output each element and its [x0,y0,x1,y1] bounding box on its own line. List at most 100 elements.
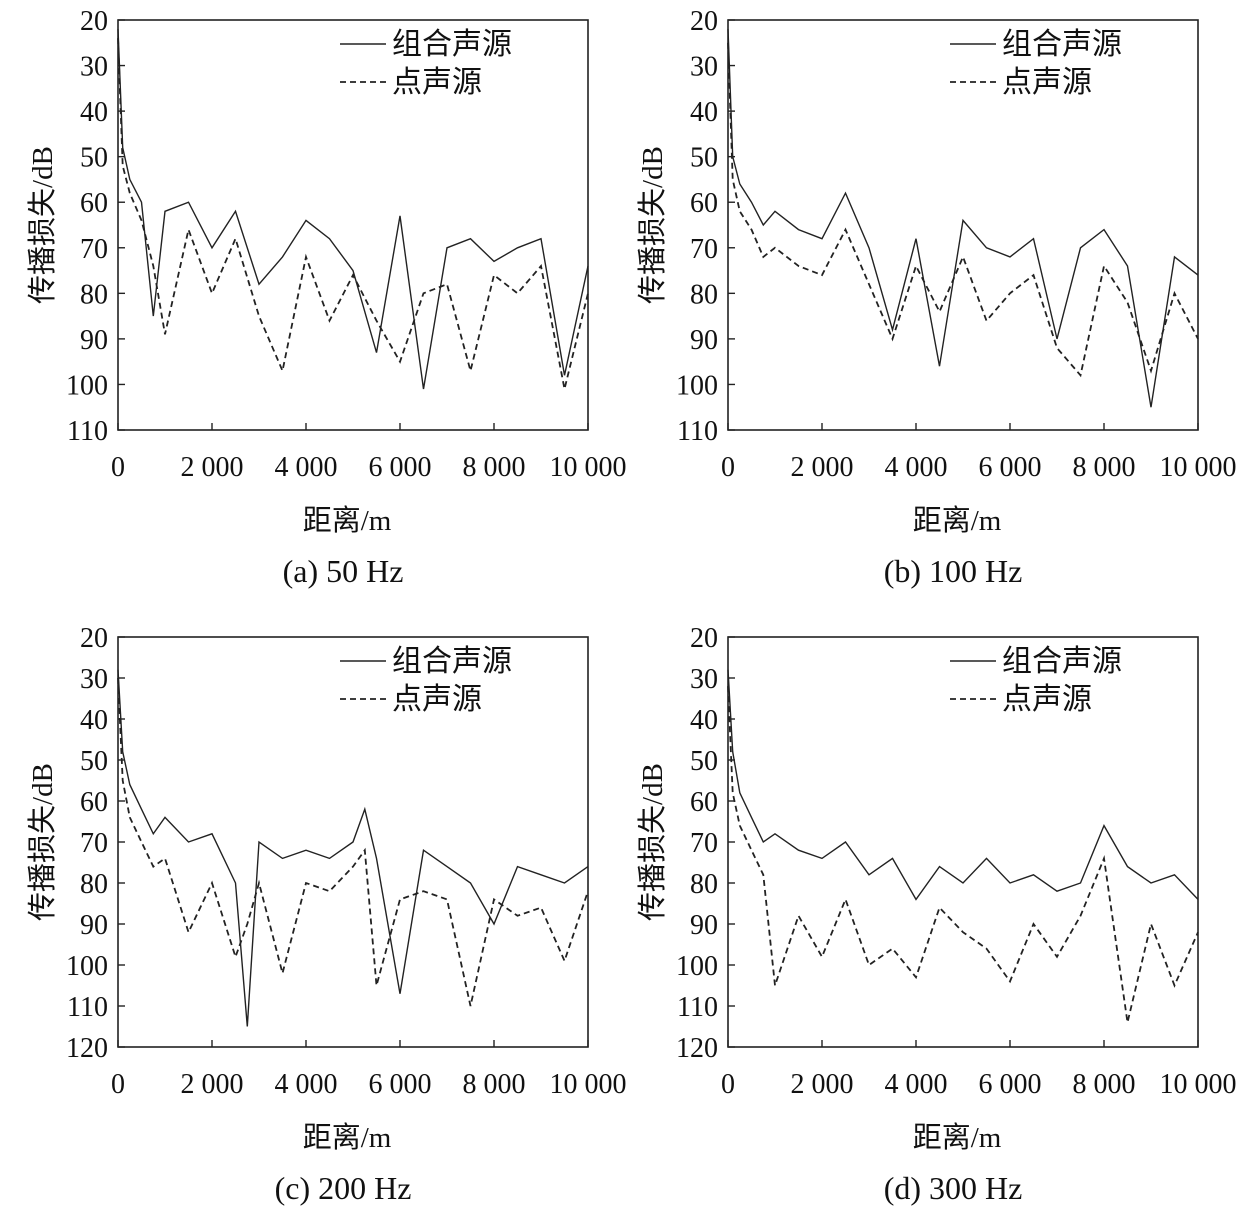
y-tick-label: 40 [80,705,108,736]
plot-frame [727,19,1199,431]
y-tick-label: 20 [80,6,108,37]
legend-label: 组合声源 [392,28,512,61]
y-tick-label: 100 [66,370,108,401]
series-line-point-source [727,686,1199,1023]
series-line-point-source [117,677,589,1007]
y-tick-label: 80 [690,869,718,900]
x-axis-title: 距离/m [303,504,392,537]
x-tick-label: 6 000 [979,452,1042,483]
x-tick-label: 0 [721,452,735,483]
y-tick-label: 40 [80,97,108,128]
y-tick-label: 70 [690,234,718,265]
chart-panel-50hz: 20 30 40 50 60 70 80 90 100 110 0 2 000 4 000 6 000 8 … [0,0,630,606]
series-line-combined-source [117,669,589,1027]
y-tick-label: 30 [690,52,718,83]
series-line-combined-source [727,29,1199,408]
chart-panel-200hz: 20 30 40 50 60 70 80 90 100 110 120 0 2 000 4 000 6 00… [0,617,630,1223]
y-tick-label: 80 [690,279,718,310]
y-tick-label: 90 [690,910,718,941]
series-line-point-source [117,38,589,390]
y-tick-label: 110 [67,992,108,1023]
x-axis-title: 距离/m [913,1121,1002,1154]
legend-label: 组合声源 [1002,645,1122,678]
x-tick-label: 4 000 [275,1069,338,1100]
y-tick-label: 70 [80,828,108,859]
y-tick-label: 50 [80,746,108,777]
y-tick-label: 20 [690,623,718,654]
y-tick-label: 50 [690,143,718,174]
y-tick-label: 110 [677,992,718,1023]
x-tick-label: 6 000 [369,1069,432,1100]
x-tick-label: 8 000 [463,452,526,483]
chart-panel-100hz: 20 30 40 50 60 70 80 90 100 110 0 2 000 4 000 6 000 8 … [610,0,1240,606]
y-tick-label: 40 [690,705,718,736]
y-axis-title: 传播损失/dB [636,146,669,304]
y-tick-label: 70 [690,828,718,859]
y-tick-label: 100 [676,370,718,401]
legend-label: 点声源 [392,683,482,716]
y-tick-label: 90 [80,325,108,356]
y-tick-label: 100 [676,951,718,982]
series-line-combined-source [727,669,1199,901]
x-axis-title: 距离/m [913,504,1002,537]
y-tick-label: 60 [690,787,718,818]
x-tick-label: 4 000 [885,1069,948,1100]
y-tick-label: 50 [690,746,718,777]
y-tick-label: 110 [677,416,718,447]
x-tick-label: 2 000 [181,1069,244,1100]
legend-label: 点声源 [1002,683,1092,716]
y-tick-label: 70 [80,234,108,265]
y-axis-title: 传播损失/dB [636,763,669,921]
panel-caption: (a) 50 Hz [283,553,404,589]
y-tick-label: 110 [67,416,108,447]
x-tick-label: 8 000 [1073,1069,1136,1100]
x-tick-label: 4 000 [885,452,948,483]
y-tick-label: 30 [80,52,108,83]
x-tick-label: 8 000 [1073,452,1136,483]
x-tick-label: 6 000 [979,1069,1042,1100]
y-tick-label: 100 [66,951,108,982]
panel-caption: (b) 100 Hz [884,553,1023,589]
y-tick-label: 60 [80,188,108,219]
y-tick-label: 60 [80,787,108,818]
y-tick-label: 30 [690,664,718,695]
y-axis-title: 传播损失/dB [26,763,59,921]
y-tick-label: 80 [80,279,108,310]
x-tick-label: 10 000 [1160,1069,1237,1100]
legend-label: 点声源 [1002,66,1092,99]
y-tick-label: 20 [690,6,718,37]
y-tick-label: 30 [80,664,108,695]
legend-label: 组合声源 [1002,28,1122,61]
series-line-point-source [727,42,1199,378]
panel-caption: (d) 300 Hz [884,1170,1023,1206]
x-tick-label: 2 000 [181,452,244,483]
y-tick-label: 60 [690,188,718,219]
x-tick-label: 2 000 [791,452,854,483]
panel-caption: (c) 200 Hz [275,1170,412,1206]
x-tick-label: 4 000 [275,452,338,483]
x-tick-label: 8 000 [463,1069,526,1100]
y-tick-label: 40 [690,97,718,128]
y-tick-label: 90 [690,325,718,356]
y-axis-title: 传播损失/dB [26,146,59,304]
x-tick-label: 6 000 [369,452,432,483]
legend-label: 组合声源 [392,645,512,678]
y-tick-label: 20 [80,623,108,654]
y-tick-label: 50 [80,143,108,174]
x-tick-label: 0 [721,1069,735,1100]
x-tick-label: 10 000 [550,452,627,483]
x-tick-label: 10 000 [1160,452,1237,483]
plot-frame [117,19,589,431]
chart-panel-300hz: 20 30 40 50 60 70 80 90 100 110 120 0 2 000 4 000 6 00… [610,617,1240,1223]
x-axis-title: 距离/m [303,1121,392,1154]
legend-label: 点声源 [392,66,482,99]
y-tick-label: 80 [80,869,108,900]
y-tick-label: 120 [676,1033,718,1064]
x-tick-label: 0 [111,1069,125,1100]
x-tick-label: 0 [111,452,125,483]
